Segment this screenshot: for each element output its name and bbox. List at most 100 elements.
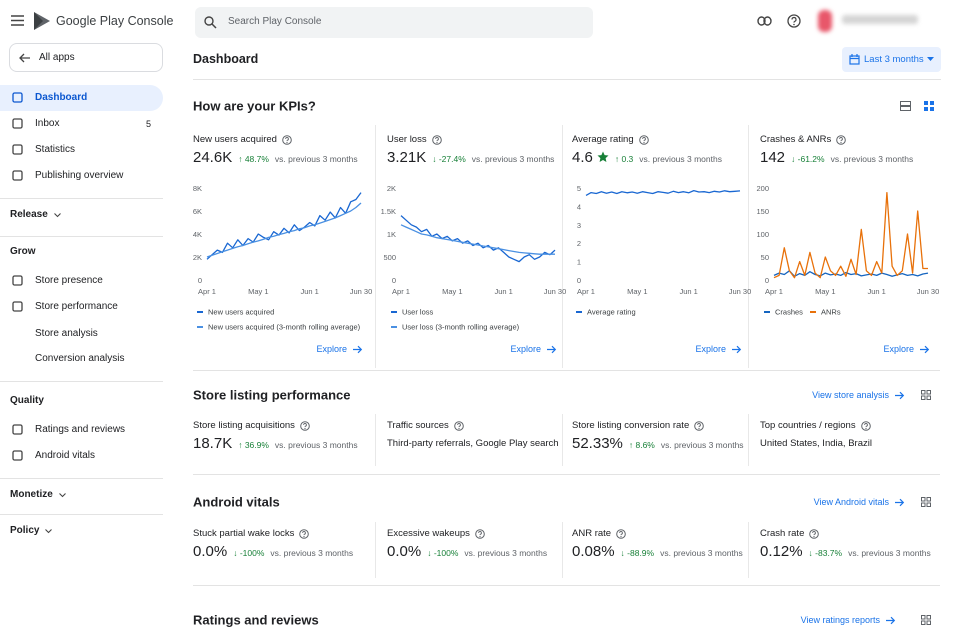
help-icon[interactable] [431,134,442,145]
card-change: ↓ -88.9% [620,548,655,558]
x-tick-label: Apr 1 [577,287,595,296]
calendar-icon [849,54,860,65]
help-icon[interactable] [836,134,847,145]
arrow-icon [547,345,557,353]
card-comparison: vs. previous 3 months [830,154,914,164]
kpi-chart: 0 500 1K 1.5K 2K Apr 1 May 1 Jun 1 Jun 30 User lo… [381,184,567,332]
nav-section[interactable]: Quality [10,395,44,406]
sidebar-divider [0,478,163,479]
card-title-label: Store listing conversion rate [572,420,690,431]
arrow-icon [920,345,930,353]
nav-item[interactable]: Store performance [35,301,118,312]
nav-item[interactable]: Conversion analysis [35,353,125,364]
section-link[interactable]: View ratings reports [801,615,896,625]
nav-item[interactable]: Inbox [35,118,60,129]
card-metric: 18.7K ↑ 36.9% vs. previous 3 months [193,435,358,452]
help-icon[interactable] [638,134,649,145]
explore-link[interactable]: Explore [316,344,363,354]
dropdown-caret [927,57,934,61]
card-value: 24.6K [193,149,233,166]
x-tick-label: Jun 1 [867,287,885,296]
y-tick-label: 150 [756,207,769,216]
explore-link[interactable]: Explore [695,344,742,354]
nav-item[interactable]: Store analysis [35,328,98,339]
nav-item[interactable]: Ratings and reviews [35,424,126,435]
explore-link[interactable]: Explore [883,344,930,354]
card-value: 0.0% [387,543,422,560]
grid-view-icon[interactable] [921,497,931,507]
nav-section[interactable]: Grow [10,246,36,257]
series-line [773,191,928,279]
date-range-button[interactable]: Last 3 months [842,47,941,72]
help-icon[interactable] [475,528,485,539]
help-icon[interactable] [616,528,626,539]
series-line [400,224,555,255]
card-text: United States, India, Brazil [760,438,872,449]
nav-item[interactable]: Statistics [35,144,76,155]
card-comparison: vs. previous 3 months [848,548,931,558]
help-icon[interactable] [860,420,871,431]
y-tick-label: 100 [756,230,769,239]
arrow-icon [886,616,896,624]
search-box[interactable]: Search Play Console [195,7,593,38]
play-logo [34,12,50,30]
card-title: Store listing acquisitions [193,420,310,431]
sidebar-divider [0,236,163,237]
page-title: Dashboard [193,52,259,66]
card-metric: 0.08% ↓ -88.9% vs. previous 3 months [572,543,743,560]
nav-section[interactable]: Release [10,209,48,220]
card-metric: 0.0% ↓ -100% vs. previous 3 months [193,543,353,560]
y-tick-label: 2 [577,239,581,248]
nav-icon [12,144,23,155]
y-tick-label: 1K [387,230,396,239]
card-value: 0.0% [193,543,228,560]
help-icon[interactable] [300,420,310,431]
card-metric: 142 ↓ -61.2% vs. previous 3 months [760,149,913,166]
help-icon[interactable] [787,14,801,28]
section-link[interactable]: View Android vitals [814,497,905,507]
help-icon[interactable] [453,420,464,431]
list-view-icon[interactable] [900,101,911,111]
help-icon[interactable] [282,134,292,145]
x-tick-label: Jun 30 [544,287,567,296]
card-comparison: vs. previous 3 months [270,548,354,558]
menu-icon[interactable] [11,15,24,26]
card-separator [375,414,376,466]
section-title: How are your KPIs? [193,98,316,114]
explore-label: Explore [695,344,726,354]
help-icon[interactable] [809,528,820,539]
nav-section[interactable]: Policy [10,525,40,536]
nav-item[interactable]: Dashboard [35,92,88,103]
y-tick-label: 200 [756,184,769,193]
card-comparison: vs. previous 3 months [464,548,548,558]
card-text: Third-party referrals, Google Play searc… [387,438,559,449]
nav-section[interactable]: Monetize [10,489,53,500]
account-avatar[interactable] [818,10,832,32]
y-tick-label: 50 [761,253,769,262]
card-separator [375,125,376,368]
help-icon[interactable] [694,420,705,431]
card-metric: United States, India, Brazil [760,438,872,449]
nav-item[interactable]: Android vitals [35,450,96,461]
card-change: ↓ -61.2% [791,154,825,164]
grid-view-icon[interactable] [924,101,934,111]
card-title: New users acquired [193,134,292,145]
nav-item[interactable]: Publishing overview [35,170,124,181]
card-metric: 24.6K ↑ 48.7% vs. previous 3 months [193,149,358,166]
card-value: 142 [760,149,786,166]
grid-view-icon[interactable] [921,390,931,400]
card-change: ↑ 8.6% [628,440,655,450]
legend-label: User loss (3-month rolling average) [402,323,520,332]
section-link[interactable]: View store analysis [812,390,905,400]
section-link-label: View store analysis [812,390,889,400]
explore-link[interactable]: Explore [510,344,557,354]
help-icon[interactable] [299,528,310,539]
card-metric: 0.12% ↓ -83.7% vs. previous 3 months [760,543,931,560]
link-icon[interactable] [757,16,772,26]
all-apps-button[interactable]: All apps [9,43,163,72]
y-tick-label: 3 [577,221,581,230]
nav-item[interactable]: Store presence [35,275,103,286]
divider [193,474,940,475]
grid-view-icon[interactable] [921,615,931,625]
divider [193,585,940,586]
